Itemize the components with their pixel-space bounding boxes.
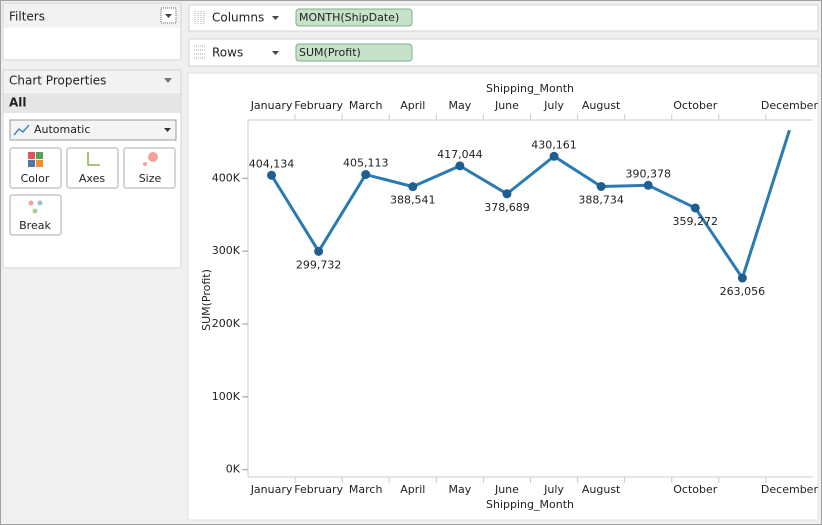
y-tick-label: 100K (212, 390, 241, 403)
collapse-arrow[interactable] (164, 78, 172, 83)
filters-title: Filters (9, 10, 45, 24)
icon (28, 160, 35, 167)
y-tick-label: 400K (212, 171, 241, 184)
properties-title: Chart Properties (9, 74, 106, 88)
x-tick-label-bottom: January (250, 483, 293, 496)
x-tick-label-bottom: March (349, 483, 383, 496)
value-label: 263,056 (720, 285, 766, 298)
columns-shelf (188, 4, 819, 32)
shelf-menu[interactable] (272, 16, 279, 20)
marker (361, 170, 371, 180)
scope-label[interactable]: All (9, 96, 27, 110)
value-label: 299,732 (296, 258, 342, 271)
button-frame (9, 147, 62, 189)
icon (36, 160, 43, 167)
button-label: Size (139, 172, 162, 185)
button-label: Break (19, 219, 51, 232)
icon (28, 200, 34, 206)
shelf-label: Rows (212, 46, 243, 60)
x-tick-label-bottom: April (400, 483, 425, 496)
marker (502, 189, 512, 199)
x-tick-label-top: July (543, 99, 564, 112)
button-frame (123, 147, 176, 189)
x-tick-label-top: October (673, 99, 717, 112)
menu-arrow (165, 14, 172, 18)
y-tick-label: 300K (212, 244, 241, 257)
icon (143, 162, 147, 166)
icon (148, 152, 158, 162)
marker (314, 246, 324, 256)
button-label: Axes (79, 172, 105, 185)
shelf-icon (194, 11, 205, 25)
value-label: 388,734 (578, 193, 624, 206)
scope-band (3, 93, 181, 113)
mark-type-dropdown[interactable] (9, 119, 177, 141)
icon (37, 200, 43, 206)
axes-button[interactable]: Axes (66, 147, 119, 189)
value-label: 359,272 (673, 215, 719, 228)
value-label: 405,113 (343, 157, 389, 170)
x-tick-label-bottom: May (449, 483, 472, 496)
x-tick-label-bottom: July (543, 483, 564, 496)
shelf-icon (194, 45, 206, 59)
value-label: 417,044 (437, 148, 483, 161)
x-tick-label-top: December (761, 99, 819, 112)
marker (549, 151, 559, 161)
x-tick-label-top: April (400, 99, 425, 112)
y-tick-label: 0K (226, 463, 241, 476)
x-tick-label-top: March (349, 99, 383, 112)
x-tick-label-top: February (294, 99, 343, 112)
pill-label: MONTH(ShipDate) (299, 11, 399, 24)
color-button[interactable]: Color (9, 147, 62, 189)
x-tick-label-bottom: February (294, 483, 343, 496)
x-tick-label-bottom: October (673, 483, 717, 496)
marker (596, 181, 606, 191)
line-icon (13, 124, 30, 136)
x-tick-label-top: August (582, 99, 621, 112)
filters-header (3, 3, 181, 28)
marker (643, 180, 653, 190)
shelf-label: Columns (212, 11, 264, 25)
pill[interactable] (295, 8, 413, 27)
button-frame (9, 194, 62, 236)
marker (455, 161, 465, 171)
button-label: Color (21, 172, 50, 185)
x-tick-label-bottom: June (494, 483, 519, 496)
chart-area (187, 72, 819, 521)
marker (267, 170, 277, 180)
icon (87, 152, 100, 166)
mark-type: Automatic (34, 123, 90, 136)
x-axis-title-top: Shipping_Month (486, 82, 574, 95)
value-label: 388,541 (390, 194, 436, 207)
value-label: 390,378 (625, 167, 671, 180)
break-button[interactable]: Break (9, 194, 62, 236)
size-button[interactable]: Size (123, 147, 176, 189)
x-tick-label-top: May (449, 99, 472, 112)
shelf-menu[interactable] (272, 51, 279, 55)
icon (28, 152, 35, 159)
x-axis-title-bottom: Shipping_Month (486, 498, 574, 511)
y-tick-label: 200K (212, 317, 241, 330)
marker (737, 273, 747, 283)
value-label: 430,161 (531, 138, 577, 151)
pill-label: SUM(Profit) (299, 46, 361, 59)
x-tick-label-bottom: August (582, 483, 621, 496)
x-tick-label-bottom: December (761, 483, 819, 496)
button-frame (66, 147, 119, 189)
line (270, 129, 791, 280)
x-tick-label-top: June (494, 99, 519, 112)
marker (408, 182, 418, 192)
pill[interactable] (295, 43, 413, 62)
icon (36, 152, 43, 159)
icon (32, 208, 38, 214)
y-axis-title: SUM(Profit) (200, 269, 213, 331)
value-label: 378,689 (484, 201, 530, 214)
properties-header (3, 70, 181, 93)
x-tick-label-top: January (250, 99, 293, 112)
value-label: 404,134 (249, 157, 295, 170)
dropdown-arrow (164, 128, 171, 132)
marker (690, 203, 700, 213)
rows-shelf (188, 38, 819, 67)
